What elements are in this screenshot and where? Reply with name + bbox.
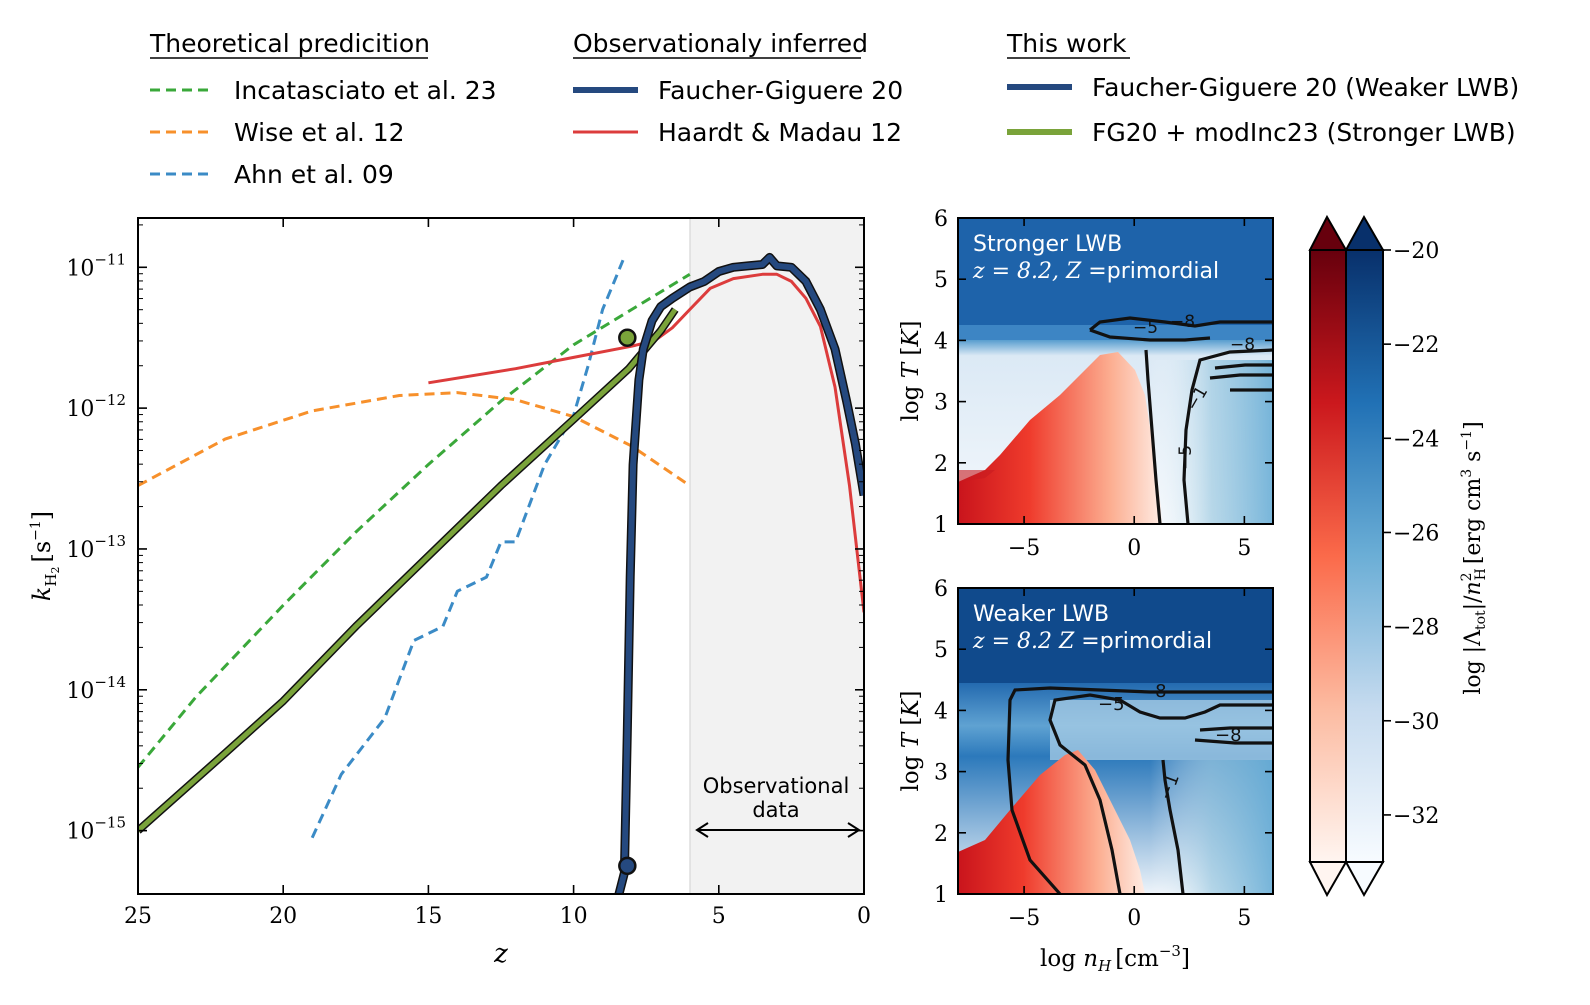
legend-label-ahn: Ahn et al. 09 [234,160,394,189]
legend-group-observational: Observationaly inferred Faucher-Giguere … [573,29,903,147]
heatmap2-contour-label-1: −5 [1098,694,1125,715]
heatmap1-title: Stronger LWB [973,232,1122,257]
observational-label-line1: Observational [703,774,850,798]
heatmap2-contour-label-2: −8 [1140,681,1167,702]
heatmap-y-tick-label: 1 [934,513,948,538]
main-x-tick-label: 15 [414,904,442,929]
heatmap2-y-axis-label: log T [K] [898,690,924,791]
heatmap-x-tick-label: −5 [1008,906,1040,931]
svg-text:log |Λtot|/n2H[erg cm3 s−1]: log |Λtot|/n2H[erg cm3 s−1] [1459,421,1489,694]
main-plot-frame [137,217,865,895]
colorbar-tick-label: −26 [1393,521,1439,546]
colorbar-label: log |Λtot|/n2H[erg cm3 s−1] [1459,421,1489,694]
colorbar-tick-label: −24 [1393,427,1439,452]
svg-text:log T [K]: log T [K] [898,690,924,791]
legend: Theoretical predicition Incatasciato et … [149,29,1519,189]
legend-title-observational: Observationaly inferred [573,29,868,58]
colorbar-tick-label: −30 [1393,710,1439,735]
heatmap1-y-axis-label: log T [K] [898,320,924,421]
legend-label-wise: Wise et al. 12 [234,118,405,147]
legend-label-hm12: Haardt & Madau 12 [658,118,902,147]
main-x-axis-label: z [493,939,508,969]
main-x-tick-label: 20 [269,904,297,929]
heatmap2-heating-region [958,750,1145,894]
heatmap-x-tick-label: 5 [1237,536,1251,561]
main-y-tick-label: 10−13 [66,532,126,563]
heatmap-x-tick-label: 5 [1237,906,1251,931]
series-line-faucher-giguere-20-weaker-lwb [615,254,864,894]
observational-arrow [695,822,861,838]
heatmap2-contour-label-3: −8 [1215,725,1242,746]
legend-title-thiswork: This work [1006,29,1127,58]
colorbar-tick-label: −20 [1393,239,1439,264]
main-x-tick-label: 10 [560,904,588,929]
series-outline-fg20-modinc23-stronger-lwb [138,307,679,834]
heatmap1-contours [1089,316,1273,524]
heatmap-y-tick-label: 5 [934,638,948,663]
heatmap-y-tick-label: 3 [934,761,948,786]
heatmap-y-tick-label: 2 [934,822,948,847]
heatmap2-subtitle: z = 8.2 Z =primordial [972,629,1212,654]
colorbar-tick-label: −32 [1393,804,1439,829]
heatmap1-heating-region [958,352,1162,524]
legend-label-fg20: Faucher-Giguere 20 [658,76,903,105]
series-line-ahn-et-al-09 [310,259,625,839]
colorbar: −20 −22 −24 −26 −28 −30 −32 log |Λtot|/n2H[erg… [1308,214,1489,898]
heatmap1-contour-label-2: −8 [1170,312,1195,332]
observational-label-line2: data [752,798,799,822]
heatmap-x-axis-label: log nH [cm−3] [1040,942,1190,975]
series-marker-1 [618,328,637,347]
heatmap1-contour-label-1: −5 [1133,318,1158,338]
series-line-incatasciato-et-al-23 [138,273,691,769]
main-y-axis-label: kH2[s−1] [28,511,62,601]
heatmap2-contours [1006,686,1273,894]
legend-label-incatasciato: Incatasciato et al. 23 [234,76,497,105]
main-y-tick-label: 10−14 [66,673,126,704]
heatmap-y-tick-label: 3 [934,391,948,416]
colorbar-blue [1345,249,1384,863]
main-y-tick-label: 10−11 [66,250,126,281]
colorbar-tick-label: −28 [1393,616,1439,641]
heatmap-y-tick-label: 5 [934,268,948,293]
series-line-fg20-modinc23-stronger-lwb [138,308,678,833]
heatmap-y-tick-label: 4 [934,329,948,354]
main-x-tick-label: 0 [857,904,871,929]
heatmap-weaker-lwb: −5 −8 −8 −1 Weaker LWB z = 8.2 Z =primor… [898,577,1274,975]
colorbar-red [1309,249,1347,863]
legend-group-thiswork: This work Faucher-Giguere 20 (Weaker LWB… [1006,29,1519,147]
heatmap-y-tick-label: 4 [934,699,948,724]
series-line-haardt-madau-12 [428,272,864,613]
main-y-tick-label: 10−15 [66,814,126,845]
heatmap-stronger-lwb: −5 −8 −8 −1 −5 Stronger LWB z = 8.2, Z =… [898,207,1274,561]
heatmap-y-tick-label: 6 [934,577,948,602]
heatmap1-contour-label-3: −8 [1230,335,1255,355]
series-marker-2 [618,856,637,876]
legend-group-theoretical: Theoretical predicition Incatasciato et … [149,29,497,189]
legend-label-stronger: FG20 + modInc23 (Stronger LWB) [1092,118,1516,147]
heatmap-y-tick-label: 1 [934,883,948,908]
main-line-chart: 25 20 15 10 5 0 10−15 10−14 10−13 10−12 10−11 Obse… [28,217,871,969]
legend-label-weaker: Faucher-Giguere 20 (Weaker LWB) [1092,73,1519,102]
heatmap-x-tick-label: 0 [1127,536,1141,561]
svg-text:log T [K]: log T [K] [898,320,924,421]
colorbar-tick-label: −22 [1393,333,1439,358]
heatmap-x-tick-label: −5 [1008,536,1040,561]
heatmap2-title: Weaker LWB [973,602,1109,627]
heatmap-y-tick-label: 6 [934,207,948,232]
main-x-tick-label: 5 [712,904,726,929]
heatmap-y-tick-label: 2 [934,452,948,477]
observational-region [690,218,864,894]
svg-text:kH2[s−1]: kH2[s−1] [28,511,62,601]
heatmap-x-tick-label: 0 [1127,906,1141,931]
legend-title-theoretical: Theoretical predicition [149,29,430,58]
series-line-wise-et-al-12 [138,391,691,487]
main-x-tick-label: 25 [124,904,152,929]
heatmap1-contour-label-5: −5 [1176,445,1196,470]
heatmap1-subtitle: z = 8.2, Z =primordial [972,259,1219,284]
svg-text:log nH[cm−3]: log nH [cm−3] [1040,942,1190,975]
main-y-tick-label: 10−12 [66,391,126,422]
